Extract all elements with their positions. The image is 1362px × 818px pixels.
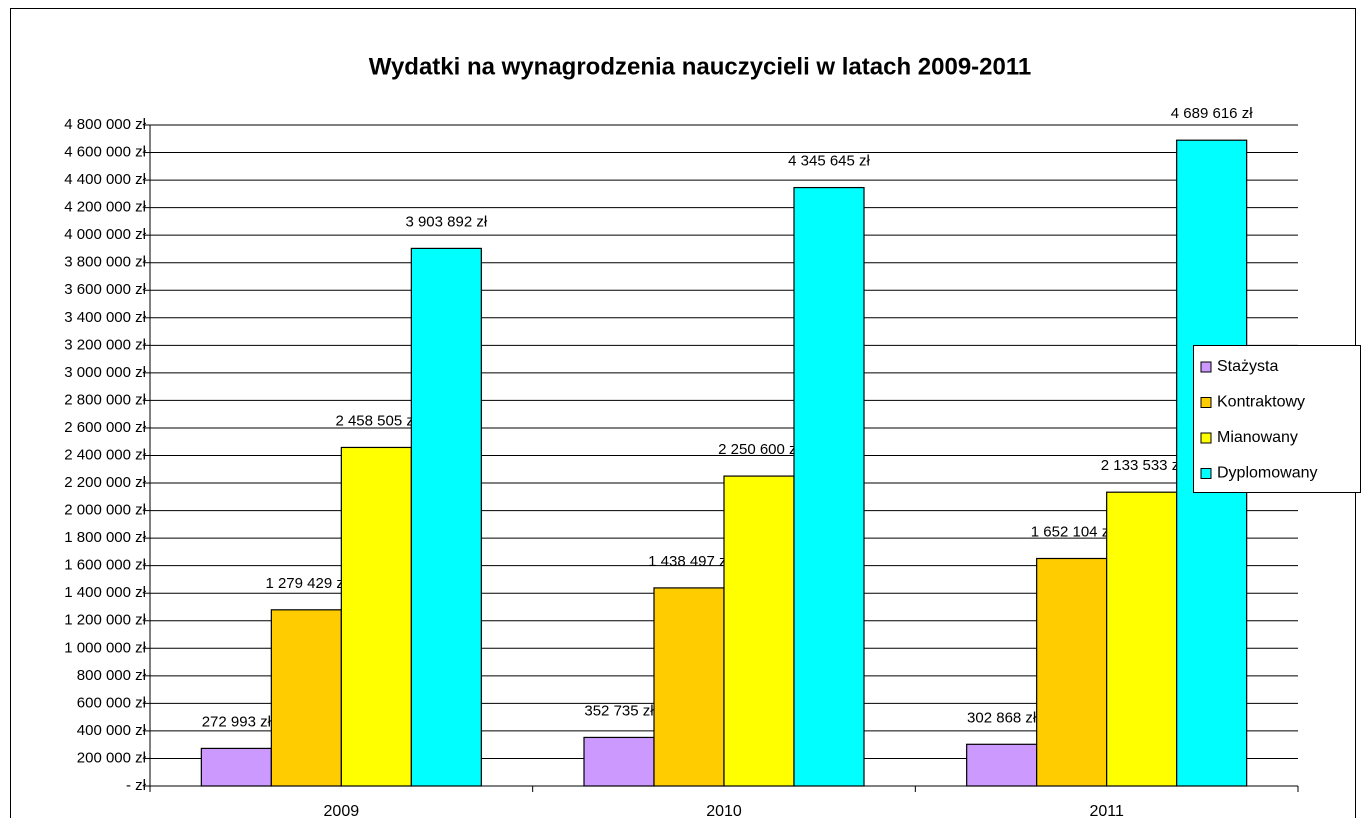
y-tick-label: 1 600 000 zł [64, 557, 146, 574]
legend-label: Kontraktowy [1217, 394, 1305, 411]
y-tick-label: 4 200 000 zł [64, 199, 146, 216]
data-label: 272 993 zł [202, 713, 272, 730]
y-tick-label: 2 800 000 zł [64, 391, 146, 408]
data-label: 3 903 892 zł [405, 213, 487, 230]
y-tick-label: 4 000 000 zł [64, 226, 146, 243]
x-tick-label: 2009 [324, 803, 360, 818]
y-tick-label: 400 000 zł [77, 722, 147, 739]
bar [1106, 491, 1178, 787]
bar [583, 736, 655, 787]
y-tick-label: 1 400 000 zł [64, 584, 146, 601]
legend-swatch [1200, 468, 1212, 479]
legend-swatch [1200, 432, 1212, 444]
data-label: 2 458 505 zł [335, 412, 417, 429]
data-label: 302 868 zł [967, 709, 1037, 726]
y-tick-label: 4 600 000 zł [64, 144, 146, 161]
legend-swatch [1200, 361, 1212, 373]
data-label: 4 689 616 zł [1171, 105, 1253, 122]
bar [200, 747, 272, 787]
y-tick-label: - zł [126, 777, 147, 794]
bar [966, 743, 1038, 787]
data-label: 1 438 497 zł [648, 553, 730, 570]
y-tick-label: 3 800 000 zł [64, 254, 146, 271]
y-tick-label: 1 000 000 zł [64, 639, 146, 656]
y-tick-label: 2 200 000 zł [64, 474, 146, 491]
y-tick-label: 3 000 000 zł [64, 364, 146, 381]
y-tick-label: 4 800 000 zł [64, 116, 146, 133]
legend-swatch [1200, 397, 1212, 408]
y-tick-label: 200 000 zł [77, 749, 147, 766]
y-tick-label: 3 200 000 zł [64, 336, 146, 353]
y-tick-label: 2 600 000 zł [64, 419, 146, 436]
data-label: 352 735 zł [584, 702, 654, 719]
data-label: 1 652 104 zł [1031, 523, 1113, 540]
data-label: 2 133 533 zł [1101, 457, 1183, 474]
x-tick-label: 2010 [706, 803, 742, 818]
legend-label: Stażysta [1217, 358, 1278, 375]
legend-label: Dyplomowany [1217, 465, 1317, 482]
bar [653, 587, 725, 787]
y-tick-label: 4 400 000 zł [64, 171, 146, 188]
legend-label: Mianowany [1217, 429, 1298, 446]
data-label: 2 250 600 zł [718, 441, 800, 458]
y-tick-label: 3 600 000 zł [64, 281, 146, 298]
bar [1036, 557, 1108, 787]
bar [410, 247, 482, 787]
bar [793, 186, 865, 787]
data-label: 4 345 645 zł [788, 153, 870, 170]
x-tick-label: 2011 [1089, 803, 1124, 818]
y-tick-label: 2 000 000 zł [64, 502, 146, 519]
y-tick-label: 800 000 zł [77, 667, 147, 684]
y-tick-label: 1 200 000 zł [64, 612, 146, 629]
bar [723, 475, 795, 787]
y-tick-label: 2 400 000 zł [64, 446, 146, 463]
legend-box [1193, 345, 1361, 493]
bar [340, 446, 412, 787]
y-tick-label: 1 800 000 zł [64, 529, 146, 546]
bar [270, 609, 342, 787]
y-tick-label: 3 400 000 zł [64, 309, 146, 326]
chart-title: Wydatki na wynagrodzenia nauczycieli w l… [369, 53, 1032, 80]
y-tick-label: 600 000 zł [77, 694, 147, 711]
data-label: 1 279 429 zł [265, 575, 347, 592]
